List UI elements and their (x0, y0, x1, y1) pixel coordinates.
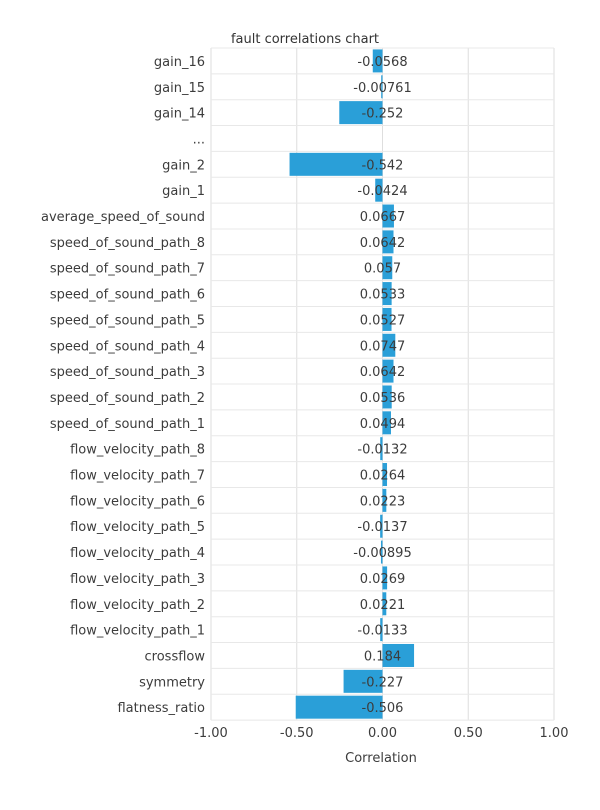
x-axis-ticks: -1.00 -0.50 0.00 0.50 1.00 (194, 726, 568, 741)
data-label: -0.0133 (357, 624, 407, 639)
data-label: -0.252 (362, 107, 404, 122)
category-label: speed_of_sound_path_3 (50, 365, 205, 380)
category-label: gain_16 (154, 55, 205, 70)
data-label: 0.0642 (360, 236, 406, 251)
x-tick-label: 0.50 (454, 726, 483, 741)
bar (339, 101, 383, 125)
x-tick-label: 1.00 (540, 726, 569, 741)
category-label: flow_velocity_path_5 (70, 520, 205, 535)
bar (289, 152, 383, 176)
bar (295, 695, 383, 719)
data-label: 0.0264 (360, 469, 406, 484)
data-label: 0.0536 (360, 391, 406, 406)
category-label: flow_velocity_path_1 (70, 624, 205, 639)
category-label: gain_1 (162, 184, 205, 199)
data-label: -0.0424 (357, 184, 407, 199)
category-label: speed_of_sound_path_7 (50, 262, 205, 277)
data-label: 0.0221 (360, 598, 406, 613)
bar (380, 540, 383, 564)
bar (382, 230, 394, 254)
category-label: speed_of_sound_path_1 (50, 417, 205, 432)
bar (382, 566, 388, 590)
category-label: ... (193, 132, 205, 147)
bar (382, 411, 391, 435)
bar (382, 643, 415, 667)
category-label: crossflow (145, 649, 206, 664)
category-label: gain_14 (154, 107, 205, 122)
bar (382, 204, 394, 228)
data-label: -0.0568 (357, 55, 407, 70)
category-label: flow_velocity_path_4 (70, 546, 205, 561)
category-label: gain_15 (154, 81, 205, 96)
data-label: 0.0494 (360, 417, 406, 432)
bar (382, 359, 394, 383)
data-label: 0.184 (364, 649, 401, 664)
bar (381, 75, 383, 99)
data-label: -0.506 (362, 701, 404, 716)
chart-title: fault correlations chart (231, 32, 379, 47)
data-label: 0.0223 (360, 494, 406, 509)
bar (380, 437, 383, 461)
category-label: flow_velocity_path_2 (70, 598, 205, 613)
grid (210, 47, 555, 721)
data-label: -0.00895 (353, 546, 411, 561)
category-label: flatness_ratio (117, 701, 205, 716)
bar (382, 463, 388, 487)
category-labels: gain_16 gain_15 gain_14... gain_2 gain_1aver… (41, 55, 205, 716)
bar (382, 307, 392, 331)
category-label: speed_of_sound_path_5 (50, 313, 205, 328)
bar (343, 669, 383, 693)
x-tick-label: 0.00 (368, 726, 397, 741)
bar (382, 385, 392, 409)
data-labels: -0.0568 -0.00761 -0.252 -0.542 -0.0424 0.0667… (353, 55, 411, 716)
x-tick-label: -1.00 (194, 726, 228, 741)
data-label: -0.0137 (357, 520, 407, 535)
data-label: -0.00761 (353, 81, 411, 96)
category-label: speed_of_sound_path_2 (50, 391, 205, 406)
data-label: 0.0527 (360, 313, 406, 328)
category-label: flow_velocity_path_3 (70, 572, 205, 587)
bar (382, 282, 392, 306)
x-axis-label: Correlation (345, 751, 417, 766)
x-tick-label: -0.50 (280, 726, 314, 741)
category-label: flow_velocity_path_7 (70, 469, 205, 484)
data-label: -0.227 (362, 675, 404, 690)
data-label: -0.0132 (357, 443, 407, 458)
bar (375, 178, 383, 202)
data-label: 0.0747 (360, 339, 406, 354)
category-label: gain_2 (162, 158, 205, 173)
category-label: speed_of_sound_path_8 (50, 236, 205, 251)
category-label: flow_velocity_path_8 (70, 443, 205, 458)
data-label: 0.057 (364, 262, 401, 277)
bar (382, 592, 387, 616)
category-label: speed_of_sound_path_4 (50, 339, 205, 354)
category-label: average_speed_of_sound (41, 210, 205, 225)
bar (382, 333, 396, 357)
data-label: 0.0667 (360, 210, 406, 225)
category-label: speed_of_sound_path_6 (50, 288, 205, 303)
data-label: 0.0269 (360, 572, 406, 587)
data-label: 0.0533 (360, 288, 406, 303)
category-label: symmetry (139, 675, 205, 690)
data-label: 0.0642 (360, 365, 406, 380)
bars (289, 49, 415, 719)
bar (372, 49, 383, 73)
bar (380, 514, 383, 538)
bar (382, 488, 387, 512)
data-label: -0.542 (362, 158, 404, 173)
bar (380, 618, 383, 642)
category-label: flow_velocity_path_6 (70, 494, 205, 509)
bar (382, 256, 393, 280)
